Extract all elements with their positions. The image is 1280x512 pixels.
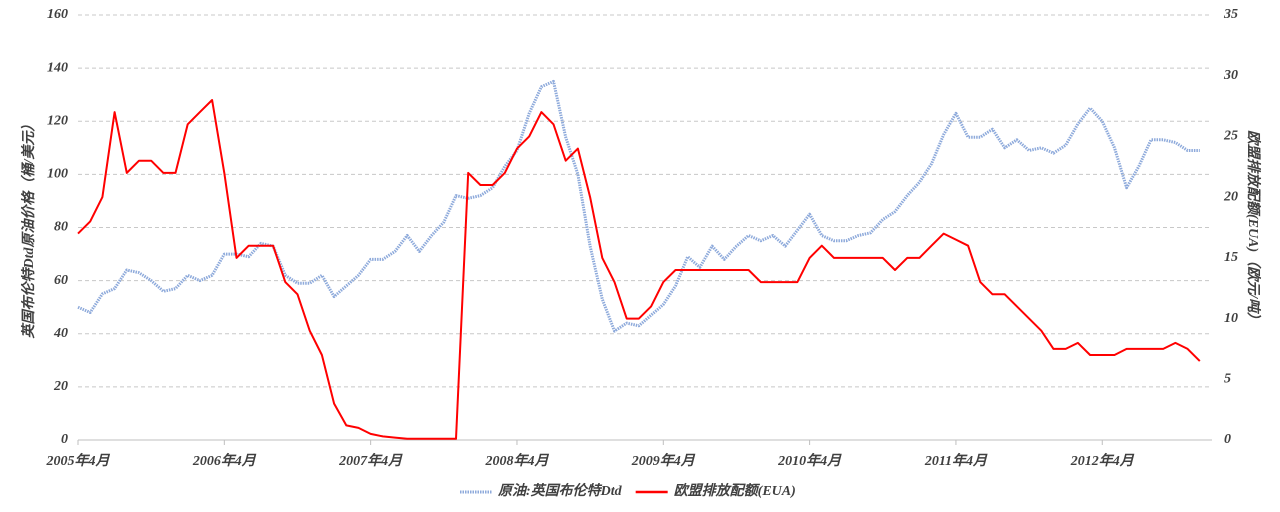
line-series (77, 99, 1201, 440)
x-tick-label: 2008年4月 (484, 452, 549, 469)
x-tick-label: 2009年4月 (631, 452, 696, 469)
line-series (77, 79, 1200, 333)
legend-label: 原油:英国布伦特Dtd (497, 482, 623, 499)
y-tick-label: 140 (47, 60, 68, 75)
y2-tick-label: 35 (1223, 7, 1238, 22)
x-tick-label: 2012年4月 (1070, 452, 1135, 469)
y-axis-label: 英国布伦特Dtd原油价格（桶/美元） (20, 118, 37, 340)
y2-tick-label: 0 (1224, 432, 1231, 447)
x-tick-label: 2005年4月 (46, 452, 111, 469)
y2-axis-label: 欧盟排放配额(EUA)（欧元/吨） (1245, 130, 1262, 326)
legend-label: 欧盟排放配额(EUA) (674, 482, 796, 499)
y-tick-label: 100 (47, 167, 68, 182)
x-tick-label: 2010年4月 (777, 452, 842, 469)
y2-tick-label: 15 (1224, 250, 1238, 265)
y-tick-label: 60 (54, 273, 68, 288)
y-tick-label: 160 (47, 7, 68, 22)
y-tick-label: 40 (53, 326, 68, 341)
y2-tick-label: 25 (1223, 129, 1238, 144)
y-tick-label: 80 (54, 220, 68, 235)
y2-tick-label: 5 (1224, 372, 1231, 387)
y2-tick-label: 30 (1223, 68, 1238, 83)
y-tick-label: 120 (47, 113, 68, 128)
x-tick-label: 2007年4月 (338, 452, 403, 469)
y2-tick-label: 10 (1224, 311, 1238, 326)
x-tick-label: 2006年4月 (192, 452, 257, 469)
y-tick-label: 0 (61, 432, 68, 447)
y-tick-label: 20 (53, 379, 68, 394)
y2-tick-label: 20 (1223, 189, 1238, 204)
x-tick-label: 2011年4月 (924, 452, 988, 469)
